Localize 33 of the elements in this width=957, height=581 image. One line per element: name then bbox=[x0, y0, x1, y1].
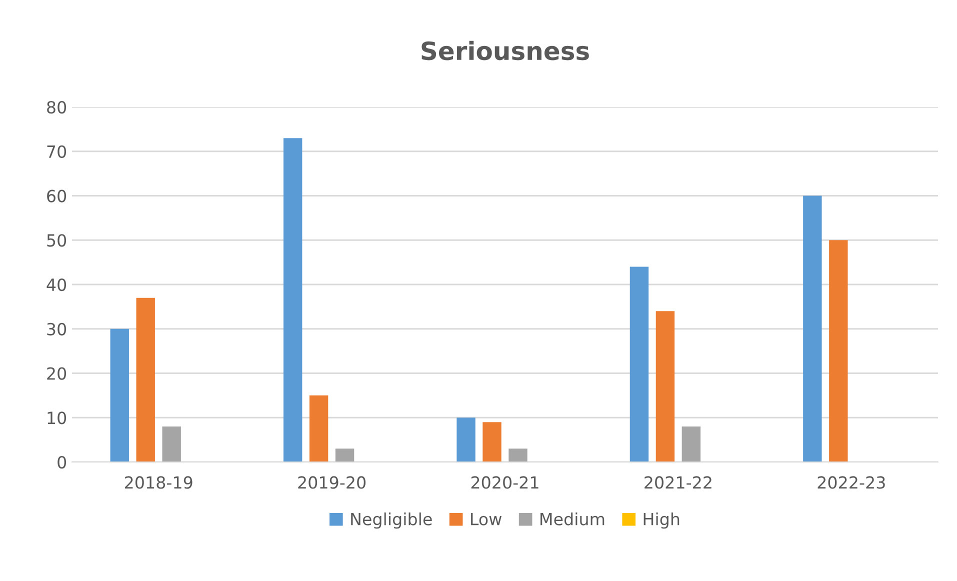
bar bbox=[162, 426, 181, 462]
y-tick-label: 20 bbox=[47, 367, 66, 380]
legend-label: Medium bbox=[540, 512, 604, 526]
y-tick-label: 50 bbox=[47, 234, 66, 247]
bar bbox=[110, 328, 129, 462]
bar bbox=[508, 448, 528, 462]
bar bbox=[456, 418, 476, 462]
bar bbox=[309, 395, 328, 462]
bar bbox=[335, 448, 354, 462]
bar bbox=[829, 240, 848, 462]
bar bbox=[803, 196, 822, 462]
chart-title: Seriousness bbox=[422, 40, 589, 60]
y-tick-label: 10 bbox=[48, 412, 66, 424]
y-tick-label: 30 bbox=[47, 322, 66, 336]
x-tick-label: 2022-23 bbox=[818, 476, 885, 489]
x-tick-label: 2021-22 bbox=[644, 476, 712, 489]
bar bbox=[482, 422, 502, 462]
legend-label: High bbox=[644, 512, 680, 529]
bar bbox=[630, 266, 649, 462]
y-tick-label: 40 bbox=[46, 278, 66, 292]
y-tick-label: 70 bbox=[47, 145, 66, 158]
bar bbox=[656, 311, 675, 462]
legend-label: Low bbox=[471, 513, 502, 526]
y-tick-label: 60 bbox=[47, 190, 66, 202]
bar bbox=[136, 298, 155, 462]
x-tick-label: 2020-21 bbox=[471, 476, 538, 489]
y-tick-label: 0 bbox=[58, 456, 66, 469]
y-tick-label: 80 bbox=[47, 100, 66, 114]
x-tick-label: 2018-19 bbox=[125, 476, 192, 489]
bar bbox=[283, 138, 302, 462]
legend-label: Negligible bbox=[351, 512, 432, 529]
bar bbox=[682, 426, 701, 462]
x-tick-label: 2019-20 bbox=[298, 476, 366, 489]
